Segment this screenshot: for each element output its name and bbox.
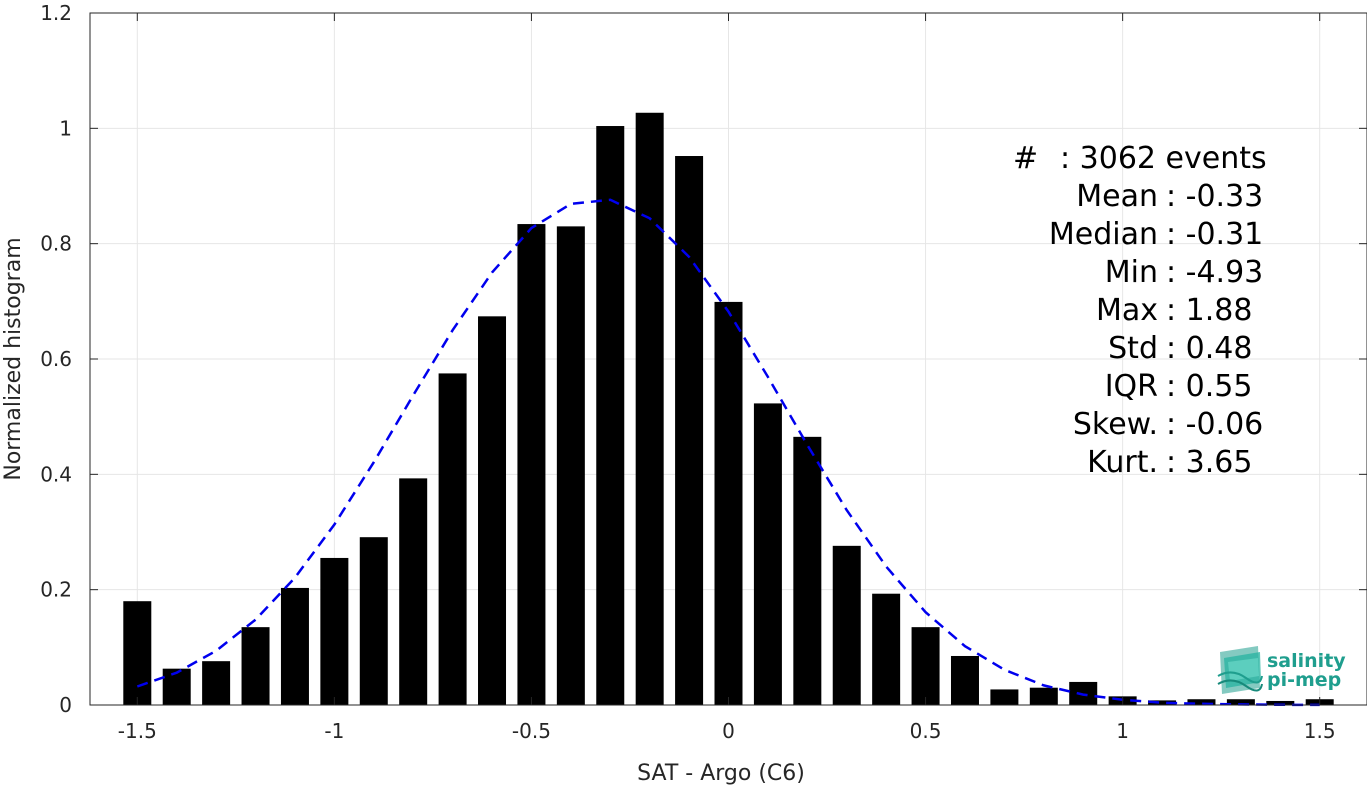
histogram-bar: [1187, 699, 1216, 705]
stats-label: Median: [1049, 217, 1158, 252]
histogram-bar: [202, 661, 231, 705]
stats-label: Kurt.: [1087, 445, 1158, 480]
histogram-bar: [359, 537, 388, 705]
histogram-bar: [1029, 687, 1058, 705]
histogram-bar: [714, 301, 743, 705]
x-tick-label: 1.5: [1304, 719, 1336, 743]
y-axis-label: Normalized histogram: [1, 237, 26, 480]
stats-value: : 0.55: [1166, 369, 1252, 404]
axes: [89, 12, 1367, 706]
stats-label: Max: [1096, 293, 1158, 328]
y-tick-label: 1.2: [40, 1, 72, 25]
histogram-bar: [1226, 699, 1255, 705]
stats-label: Std: [1108, 331, 1158, 366]
x-tick-label: 0: [722, 719, 735, 743]
x-tick-label: -1.5: [118, 719, 157, 743]
stats-label: #: [1013, 141, 1038, 176]
y-tick-label: 1: [59, 116, 72, 140]
logo-mark-icon: [1217, 646, 1263, 694]
histogram-bar: [635, 112, 664, 706]
x-tick-label: 0.5: [910, 719, 942, 743]
histogram-bar: [399, 478, 428, 705]
histogram-bar: [241, 627, 270, 705]
y-tick-label: 0.4: [40, 462, 72, 486]
histogram-bar: [793, 436, 822, 705]
stats-value: : -4.93: [1166, 255, 1263, 290]
stats-label: Mean: [1076, 179, 1158, 214]
x-tick-label: -1: [324, 719, 344, 743]
histogram-bar: [950, 655, 979, 705]
logo-text-pimep: pi-mep: [1267, 669, 1341, 691]
logo-text-salinity: salinity: [1267, 650, 1346, 672]
histogram-bar: [911, 627, 940, 705]
x-tick-label: 1: [1116, 719, 1129, 743]
histogram-bar: [438, 373, 467, 705]
histogram-bar: [1266, 700, 1295, 705]
stats-label: Skew.: [1073, 407, 1158, 442]
histogram-bar: [990, 689, 1019, 705]
stats-value: : -0.33: [1166, 179, 1263, 214]
histogram-bar: [1148, 700, 1177, 705]
stats-value: : -0.06: [1166, 407, 1263, 442]
tick-labels: -1.5 -1 -0.5 0 0.5 1 1.5 0 0.2 0.4 0.6 0.8 1 1.2: [40, 1, 1335, 743]
histogram-bar: [517, 224, 546, 705]
histogram-bar: [872, 593, 901, 705]
histogram-bar: [832, 545, 861, 705]
histogram-bar: [556, 226, 585, 705]
y-tick-label: 0.2: [40, 578, 72, 602]
stats-value: : 1.88: [1166, 293, 1252, 328]
histogram-bar: [753, 403, 782, 705]
histogram-bar: [478, 316, 507, 705]
x-tick-label: -0.5: [512, 719, 551, 743]
stats-value: : 3062 events: [1060, 141, 1267, 176]
histogram-bar: [320, 557, 349, 705]
x-axis-label: SAT - Argo (C6): [637, 761, 805, 786]
stats-value: : -0.31: [1166, 217, 1263, 252]
histogram-bar: [280, 587, 309, 705]
stats-value: : 3.65: [1166, 445, 1252, 480]
y-tick-label: 0.8: [40, 232, 72, 256]
salinity-pimep-logo: salinity pi-mep: [1217, 646, 1346, 694]
y-tick-label: 0.6: [40, 347, 72, 371]
histogram-bars: [123, 112, 1334, 706]
stats-label: IQR: [1105, 369, 1158, 404]
y-tick-label: 0: [59, 693, 72, 717]
histogram-bar: [675, 156, 704, 706]
stats-value: : 0.48: [1166, 331, 1252, 366]
stats-label: Min: [1105, 255, 1158, 290]
histogram-bar: [123, 601, 152, 705]
histogram-bar: [596, 126, 625, 705]
histogram-bar: [162, 668, 191, 705]
